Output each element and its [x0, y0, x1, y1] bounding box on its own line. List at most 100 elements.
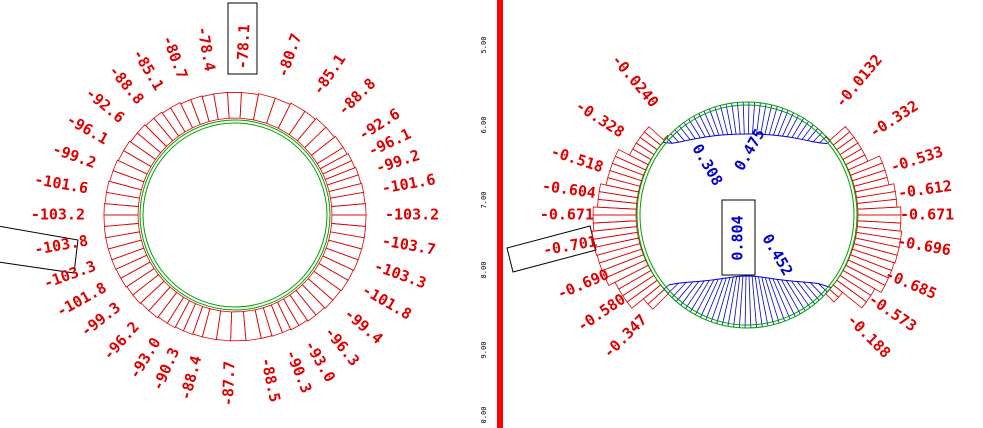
- force-bar: [725, 103, 733, 135]
- stress-bar: [136, 124, 167, 154]
- stress-bar: [276, 298, 300, 331]
- force-bar: [709, 108, 720, 136]
- force-bar: [700, 278, 719, 318]
- force-bar: [758, 276, 769, 327]
- force-bar: [761, 277, 774, 325]
- stress-bar: [301, 278, 334, 309]
- force-bar: [738, 276, 744, 328]
- force-bar: [705, 278, 723, 320]
- force-bar: [782, 112, 794, 137]
- ring: [639, 104, 855, 326]
- ring: [139, 119, 331, 311]
- force-bar: [666, 137, 673, 144]
- force-outline: [662, 133, 828, 144]
- force-bar: [773, 108, 784, 136]
- force-bar: [796, 281, 816, 305]
- force-bar: [670, 133, 680, 143]
- stress-label: -103.2: [31, 206, 85, 224]
- force-bar: [727, 276, 738, 327]
- force-bar: [748, 276, 752, 328]
- axis-tick-label: 7.00: [480, 192, 488, 209]
- force-bar: [674, 129, 685, 142]
- force-bar: [592, 206, 637, 216]
- stress-bar: [190, 95, 210, 125]
- force-bar: [768, 278, 785, 322]
- stress-bar: [153, 111, 180, 142]
- force-bar: [720, 105, 729, 135]
- divider: [497, 0, 503, 428]
- force-label: -0.671: [900, 206, 954, 224]
- force-bar: [693, 115, 706, 138]
- force-bar: [751, 276, 757, 328]
- force-bar: [680, 281, 700, 306]
- force-bar: [695, 279, 715, 315]
- force-bar: [786, 115, 799, 137]
- stress-label: -103.2: [385, 206, 439, 224]
- force-bar: [791, 280, 811, 308]
- highlight-box: [227, 2, 258, 75]
- force-bar: [744, 275, 747, 328]
- stress-bar: [322, 247, 359, 271]
- force-bar: [737, 102, 741, 135]
- force-bar: [690, 280, 710, 313]
- force-bar: [698, 113, 711, 137]
- force-bar: [791, 117, 804, 138]
- force-bar: [756, 102, 761, 135]
- stress-bar: [122, 140, 157, 168]
- force-bar: [721, 276, 734, 326]
- highlight-box: [506, 225, 597, 273]
- highlight-box: [0, 225, 79, 274]
- stress-bar: [262, 304, 284, 337]
- force-bar: [752, 102, 756, 135]
- force-bar: [747, 102, 750, 135]
- force-bar: [764, 277, 780, 324]
- axis-tick-label: 5.00: [480, 37, 488, 54]
- force-bar: [667, 282, 679, 294]
- force-bar: [714, 106, 724, 136]
- force-bar: [803, 281, 820, 301]
- force-bar: [786, 280, 806, 312]
- force-bar: [675, 281, 694, 302]
- stress-bar: [112, 159, 148, 183]
- force-bar: [710, 277, 727, 322]
- stress-bar: [170, 102, 194, 133]
- force-bar: [754, 276, 763, 327]
- highlight-box: [721, 199, 756, 276]
- stress-label: -78.1: [233, 24, 253, 70]
- force-bar: [776, 279, 796, 317]
- axis-tick-label: 6.00: [480, 117, 488, 134]
- axis-tick-label: 9.00: [480, 342, 488, 359]
- axis-tick-label: 0.00: [480, 407, 488, 424]
- force-bar: [812, 132, 823, 143]
- inner-label: 0.804: [729, 215, 747, 260]
- force-label: -0.671: [540, 206, 594, 224]
- force-bar: [731, 103, 737, 135]
- force-bar: [819, 136, 827, 144]
- force-bar: [742, 102, 745, 135]
- stress-bar: [289, 289, 317, 322]
- axis-tick-label: 8.00: [480, 262, 488, 279]
- force-bar: [598, 183, 639, 199]
- stress-label: -87.7: [219, 361, 239, 407]
- force-bar: [733, 276, 741, 328]
- force-bar: [852, 243, 898, 264]
- force-bar: [591, 226, 638, 240]
- force-bar: [772, 278, 791, 320]
- stress-bar: [313, 262, 349, 292]
- force-bar: [768, 106, 778, 135]
- force-bar: [760, 103, 767, 135]
- stress-bar: [105, 180, 142, 199]
- force-outline: [668, 275, 832, 289]
- force-bar: [781, 279, 801, 315]
- force-bar: [777, 110, 789, 136]
- force-bar: [817, 283, 828, 293]
- force-bar: [703, 110, 715, 136]
- force-bar: [716, 277, 731, 324]
- force-bar: [688, 118, 701, 139]
- stress-bar: [213, 91, 230, 120]
- force-bar: [685, 280, 705, 309]
- ring: [142, 122, 328, 308]
- stress-bar: [103, 203, 139, 216]
